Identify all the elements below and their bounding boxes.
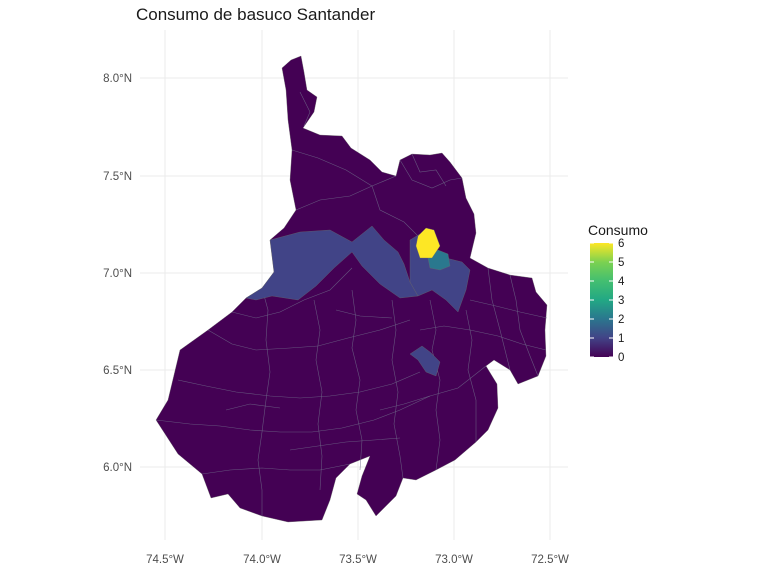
x-tick-label: 74.5°W bbox=[146, 554, 184, 566]
x-tick-label: 74.0°W bbox=[243, 554, 281, 566]
y-tick-label: 8.0°N bbox=[103, 73, 132, 85]
y-tick-label: 7.5°N bbox=[103, 171, 132, 183]
y-axis: 8.0°N 7.5°N 7.0°N 6.5°N 6.0°N bbox=[103, 73, 132, 474]
legend-tick-label: 1 bbox=[618, 333, 624, 345]
legend-tick-label: 5 bbox=[618, 257, 624, 269]
y-tick-label: 6.5°N bbox=[103, 365, 132, 377]
legend-colorbar bbox=[590, 243, 613, 357]
x-tick-label: 73.0°W bbox=[435, 554, 473, 566]
municipality-borders bbox=[155, 91, 548, 516]
x-tick-label: 73.5°W bbox=[339, 554, 377, 566]
x-axis: 74.5°W 74.0°W 73.5°W 73.0°W 72.5°W bbox=[146, 554, 569, 566]
legend: Consumo 6 5 4 3 2 1 0 bbox=[588, 222, 648, 364]
y-tick-label: 6.0°N bbox=[103, 462, 132, 474]
region-value-1-south bbox=[409, 345, 441, 377]
legend-tick-label: 4 bbox=[618, 276, 625, 288]
region-value-6 bbox=[415, 227, 441, 259]
legend-tick-label: 2 bbox=[618, 314, 624, 326]
legend-tick-label: 3 bbox=[618, 295, 624, 307]
x-tick-label: 72.5°W bbox=[531, 554, 569, 566]
legend-tick-label: 0 bbox=[618, 352, 624, 364]
map-title: Consumo de basuco Santander bbox=[136, 5, 376, 24]
legend-tick-label: 6 bbox=[618, 238, 624, 250]
legend-title: Consumo bbox=[588, 222, 648, 238]
y-tick-label: 7.0°N bbox=[103, 268, 132, 280]
region-santander-outline bbox=[155, 55, 548, 523]
